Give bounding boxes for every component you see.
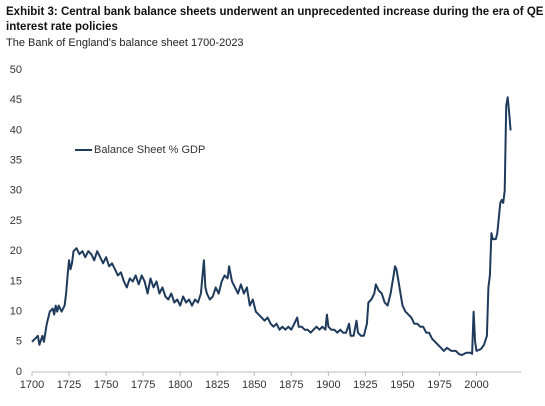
- x-tick-label: 1725: [57, 379, 81, 391]
- x-tick-label: 1875: [279, 379, 303, 391]
- chart-title: Exhibit 3: Central bank balance sheets u…: [6, 6, 545, 18]
- x-tick-label: 1850: [242, 379, 266, 391]
- y-tick-label: 10: [10, 306, 22, 318]
- y-tick-label: 50: [10, 64, 22, 76]
- legend-label: Balance Sheet % GDP: [94, 144, 205, 156]
- y-tick-label: 5: [16, 336, 22, 348]
- chart-subtitle: The Bank of England's balance sheet 1700…: [6, 37, 244, 49]
- x-tick-label: 1775: [131, 379, 155, 391]
- y-tick-label: 20: [10, 245, 22, 257]
- data-line: [31, 96, 512, 357]
- x-tick-label: 1925: [353, 379, 377, 391]
- x-tick-label: 2000: [464, 379, 488, 391]
- x-tick-label: 1800: [168, 379, 192, 391]
- x-tick-label: 1900: [316, 379, 340, 391]
- y-tick-label: 0: [16, 366, 22, 378]
- x-tick-label: 1950: [390, 379, 414, 391]
- x-tick-label: 1700: [20, 379, 44, 391]
- y-tick-label: 35: [10, 155, 22, 167]
- y-tick-label: 25: [10, 215, 22, 227]
- y-tick-label: 15: [10, 275, 22, 287]
- y-tick-label: 30: [10, 185, 22, 197]
- x-tick-label: 1825: [205, 379, 229, 391]
- y-tick-label: 40: [10, 124, 22, 136]
- y-tick-label: 45: [10, 94, 22, 106]
- chart-title: interest rate policies: [6, 21, 118, 33]
- x-tick-label: 1750: [94, 379, 118, 391]
- x-tick-label: 1975: [427, 379, 451, 391]
